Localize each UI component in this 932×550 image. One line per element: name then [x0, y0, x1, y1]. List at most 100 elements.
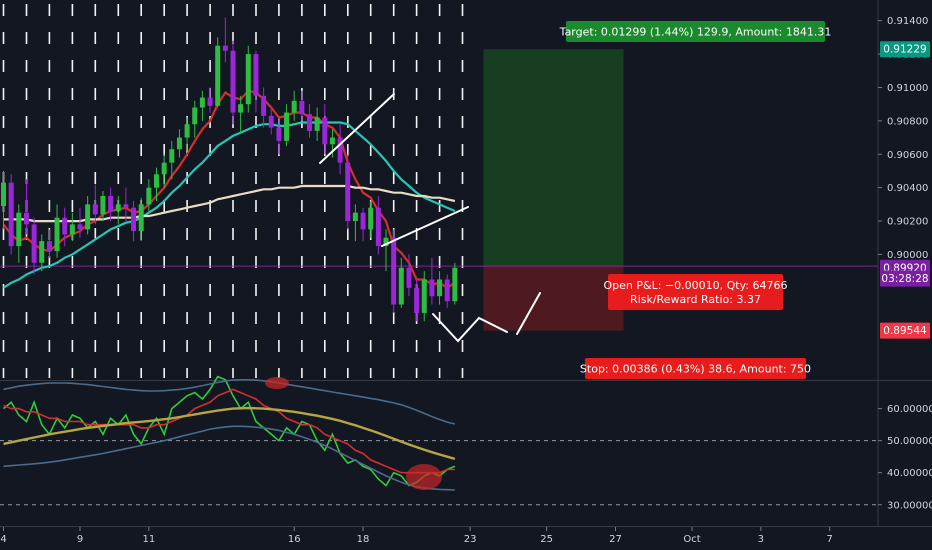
price-tick-label: 0.90000 — [887, 250, 928, 261]
candle-body — [54, 217, 60, 252]
risk-reward-label-text: Risk/Reward Ratio: 3.37 — [630, 293, 761, 306]
candle-body — [329, 137, 335, 145]
candle-body — [230, 50, 236, 113]
price-tick-label: 0.90600 — [887, 150, 928, 161]
rising-trendline[interactable] — [319, 93, 395, 164]
candle-body — [62, 217, 68, 235]
time-tick-label: 7 — [827, 534, 833, 545]
candle-body — [154, 174, 159, 188]
candle-body — [39, 241, 45, 263]
candle-body — [452, 267, 458, 302]
target-label-text: Target: 0.01299 (1.44%) 129.9, Amount: 1… — [559, 26, 832, 39]
candle-body — [299, 100, 305, 115]
candle-body — [375, 207, 381, 247]
candle-body — [238, 104, 244, 113]
candle-body — [115, 204, 121, 212]
candle-body — [215, 45, 221, 106]
price-badge-label: 0.91229 — [883, 44, 926, 56]
flag-trendline[interactable] — [381, 206, 469, 247]
candle-body — [77, 224, 83, 230]
target-zone[interactable] — [483, 49, 624, 267]
price-badge — [880, 322, 930, 339]
candle-body — [131, 207, 137, 232]
candle-body — [108, 196, 114, 212]
price-badge — [880, 270, 930, 287]
time-tick-label: 11 — [142, 534, 155, 545]
stop-label[interactable]: Stop: 0.00386 (0.43%) 38.6, Amount: 750 — [580, 358, 811, 379]
candle-body — [123, 204, 129, 208]
candle-body — [31, 224, 37, 263]
target-label[interactable]: Target: 0.01299 (1.44%) 129.9, Amount: 1… — [559, 21, 832, 42]
time-tick-label: 16 — [288, 534, 301, 545]
stop-label-text: Stop: 0.00386 (0.43%) 38.6, Amount: 750 — [580, 363, 811, 376]
price-badge-label: 03:28:28 — [881, 273, 928, 285]
oscillator-highlight-top[interactable] — [265, 377, 289, 389]
candle-body — [307, 114, 312, 131]
candle-body — [322, 117, 328, 145]
candle-body — [414, 287, 420, 313]
candle-body — [268, 115, 274, 128]
candle-body — [92, 204, 98, 215]
candle-body — [291, 100, 297, 113]
candle-body — [406, 267, 412, 288]
dashed-vertical-lines — [2, 0, 464, 378]
oscillator-tick-label: 40.00000 — [887, 468, 932, 479]
price-tick-label: 0.90800 — [887, 116, 928, 127]
candle-body — [437, 279, 443, 297]
oscillator-lines — [2, 375, 456, 491]
candle-body — [85, 204, 91, 230]
candle-body — [192, 107, 198, 125]
time-axis: 4 9 11 16 18 23 25 27 Oct 3 7 — [0, 527, 833, 545]
oscillator-tick-label: 60.00000 — [887, 404, 932, 415]
trend-drawings[interactable] — [319, 93, 541, 343]
candle-body — [100, 196, 106, 215]
price-badge-label: 0.89544 — [883, 325, 927, 337]
stop-zone[interactable] — [483, 266, 624, 331]
candle-body — [368, 207, 374, 230]
oscillator-tick-label: 50.00000 — [887, 436, 932, 447]
price-tick-label: 0.90400 — [887, 183, 928, 194]
oscillator-axis: 60.00000 50.00000 40.00000 30.00000 — [878, 404, 932, 511]
pattern-zigzag[interactable] — [432, 313, 508, 343]
candle-body — [23, 212, 29, 225]
candle-body — [207, 97, 213, 106]
candle-body — [421, 279, 427, 313]
candle-body — [391, 237, 397, 305]
price-tick-label: 0.90200 — [887, 217, 928, 228]
price-tick-label: 0.91000 — [887, 83, 928, 94]
candle-body — [345, 162, 351, 222]
time-tick-label: 25 — [540, 534, 553, 545]
price-tick-label: 0.91400 — [887, 16, 928, 27]
candle-body — [284, 112, 290, 141]
ma-line-2 — [3, 184, 456, 223]
oscillator-line-0 — [2, 375, 456, 487]
time-tick-label: 3 — [758, 534, 764, 545]
pnl-label-text: Open P&L: −0.00010, Qty: 64766 — [604, 279, 788, 292]
pnl-label-bg — [608, 274, 783, 310]
candle-body — [46, 241, 52, 252]
candle-body — [176, 137, 182, 150]
candle-body — [337, 137, 343, 163]
oscillator-line-4 — [3, 378, 456, 425]
oscillator-levels — [0, 440, 878, 506]
oscillator-tick-label: 30.00000 — [887, 500, 932, 511]
candle-body — [276, 127, 282, 141]
stop-label-bg — [585, 358, 806, 379]
pnl-label[interactable]: Open P&L: −0.00010, Qty: 64766 Risk/Rewa… — [604, 274, 788, 310]
candle-body — [8, 182, 14, 247]
candle-body — [383, 237, 389, 247]
oscillator-highlight-bottom[interactable] — [406, 464, 442, 490]
oscillator-line-1 — [3, 388, 455, 474]
candle-body — [253, 54, 259, 96]
time-tick-label: 9 — [77, 534, 83, 545]
candle-body — [261, 95, 267, 116]
price-badge — [880, 41, 930, 58]
time-tick-label: 4 — [0, 534, 6, 545]
candle-body — [69, 224, 75, 235]
target-label-bg — [566, 21, 825, 42]
candle-body — [146, 187, 152, 205]
long-position-tool[interactable] — [483, 49, 624, 331]
projection-trendline[interactable] — [516, 292, 541, 335]
